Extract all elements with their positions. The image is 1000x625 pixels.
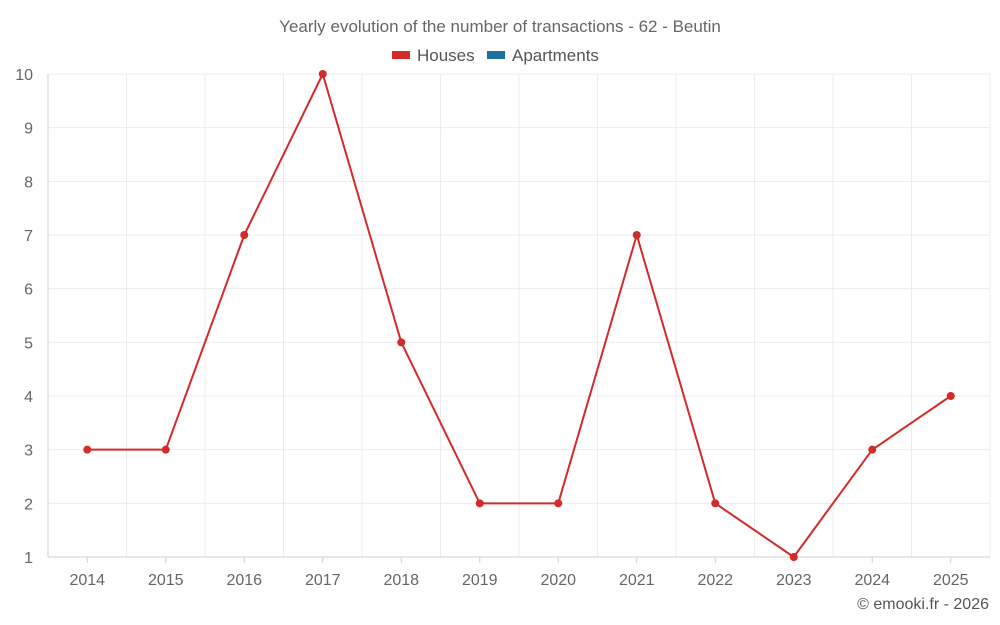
x-axis-ticks: 2014 2015 2016 2017 2018 2019 2020 2021 2022 2023… xyxy=(69,557,969,589)
x-tick-label: 2024 xyxy=(854,572,890,589)
data-point-houses-2018[interactable] xyxy=(397,338,406,347)
x-tick-label: 2020 xyxy=(540,572,576,589)
data-point-houses-2021[interactable] xyxy=(632,231,641,239)
y-tick-label: 6 xyxy=(24,282,33,299)
data-point-houses-2016[interactable] xyxy=(240,231,249,239)
y-axis-ticks: 1 2 3 4 5 6 7 8 9 10 xyxy=(15,67,33,567)
series-line-houses xyxy=(87,73,952,558)
series-houses xyxy=(83,70,955,561)
data-point-houses-2024[interactable] xyxy=(868,445,877,454)
legend-swatch-apartments xyxy=(487,51,505,59)
x-tick-label: 2015 xyxy=(148,572,184,589)
y-tick-label: 8 xyxy=(24,174,33,191)
y-tick-label: 3 xyxy=(24,443,33,460)
grid xyxy=(47,73,991,557)
x-tick-label: 2021 xyxy=(619,572,655,589)
data-point-houses-2020[interactable] xyxy=(554,499,563,508)
y-tick-label: 9 xyxy=(24,121,33,138)
y-tick-label: 1 xyxy=(24,550,33,567)
legend-swatch-houses xyxy=(392,51,410,59)
data-point-houses-2025[interactable] xyxy=(946,392,955,400)
x-tick-label: 2019 xyxy=(462,572,498,589)
data-point-houses-2019[interactable] xyxy=(475,499,484,508)
legend: Houses Apartments xyxy=(392,46,599,65)
y-tick-label: 2 xyxy=(24,496,33,513)
x-tick-label: 2025 xyxy=(933,572,969,589)
x-tick-label: 2023 xyxy=(776,572,812,589)
x-tick-label: 2017 xyxy=(305,572,341,589)
copyright-text: © emooki.fr - 2026 xyxy=(857,596,989,613)
data-point-houses-2017[interactable] xyxy=(318,70,327,78)
chart-title: Yearly evolution of the number of transa… xyxy=(279,17,721,36)
y-tick-label: 7 xyxy=(24,228,33,245)
data-point-houses-2015[interactable] xyxy=(161,445,170,454)
x-tick-label: 2016 xyxy=(226,572,262,589)
x-tick-label: 2022 xyxy=(697,572,733,589)
data-point-houses-2014[interactable] xyxy=(83,445,92,454)
data-point-houses-2023[interactable] xyxy=(789,553,798,561)
x-tick-label: 2018 xyxy=(383,572,419,589)
legend-label-apartments[interactable]: Apartments xyxy=(512,46,599,65)
legend-label-houses[interactable]: Houses xyxy=(417,46,475,65)
axes xyxy=(47,74,990,558)
y-tick-label: 5 xyxy=(24,335,33,352)
data-point-houses-2022[interactable] xyxy=(711,499,720,508)
x-tick-label: 2014 xyxy=(69,572,105,589)
y-tick-label: 10 xyxy=(15,67,33,84)
y-tick-label: 4 xyxy=(24,389,33,406)
